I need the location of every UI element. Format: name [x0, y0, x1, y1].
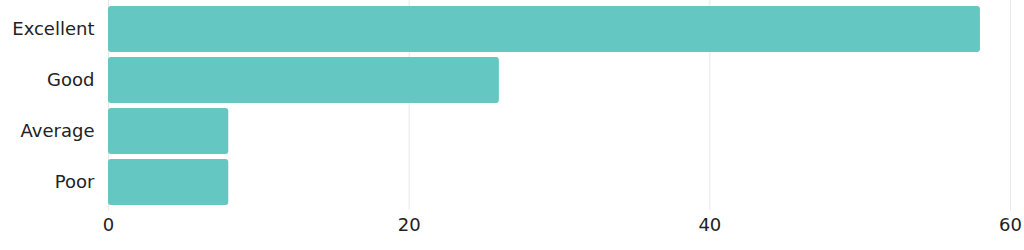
svg-text:60: 60 [999, 214, 1022, 235]
svg-text:Good: Good [47, 69, 94, 90]
svg-text:0: 0 [103, 214, 114, 235]
svg-text:Excellent: Excellent [12, 18, 94, 39]
svg-text:20: 20 [398, 214, 421, 235]
svg-text:Average: Average [21, 120, 95, 141]
svg-text:40: 40 [698, 214, 721, 235]
svg-text:Poor: Poor [55, 171, 95, 192]
